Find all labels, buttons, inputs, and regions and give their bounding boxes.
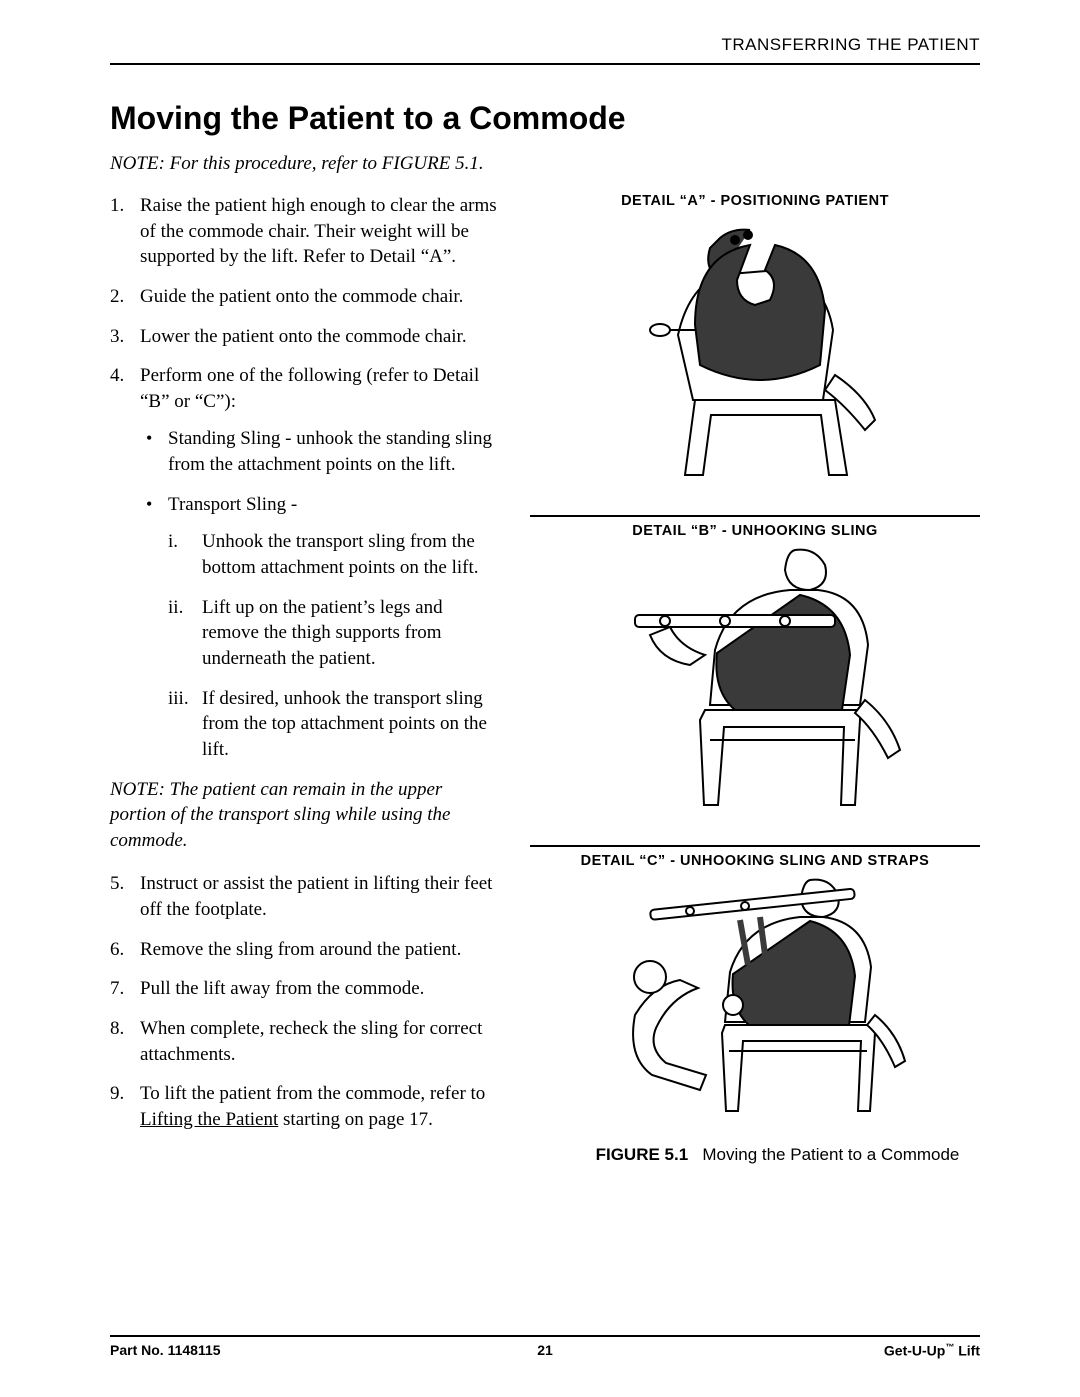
step-1: Raise the patient high enough to clear t… — [110, 193, 500, 270]
detail-b-block: DETAIL “B” - UNHOOKING SLING — [530, 515, 980, 835]
step-9-b: starting on page 17. — [278, 1109, 433, 1130]
detail-c-illustration-icon — [595, 875, 915, 1135]
detail-c-block: DETAIL “C” - UNHOOKING SLING AND STRAPS — [530, 845, 980, 1135]
figure-text: Moving the Patient to a Commode — [702, 1145, 959, 1164]
instructions-column: Raise the patient high enough to clear t… — [110, 193, 500, 1165]
page-header: TRANSFERRING THE PATIENT — [110, 35, 980, 65]
detail-c-label: DETAIL “C” - UNHOOKING SLING AND STRAPS — [530, 853, 980, 869]
transport-ii: Lift up on the patient’s legs and remove… — [168, 595, 500, 672]
note-top: NOTE: For this procedure, refer to FIGUR… — [110, 153, 980, 175]
step-4-text: Perform one of the following (refer to D… — [140, 365, 479, 412]
step-9-a: To lift the patient from the commode, re… — [140, 1083, 485, 1104]
footer-page-number: 21 — [110, 1342, 980, 1358]
figure-caption: FIGURE 5.1 Moving the Patient to a Commo… — [530, 1145, 980, 1165]
lifting-patient-link[interactable]: Lifting the Patient — [140, 1109, 278, 1130]
illustrations-column: DETAIL “A” - POSITIONING PATIENT DETAIL … — [530, 193, 980, 1165]
step-4-transport-label: Transport Sling - — [168, 494, 297, 515]
step-4-bullets: Standing Sling - unhook the standing sli… — [140, 426, 500, 762]
page-footer: Part No. 1148115 21 Get-U-Up™ Lift — [110, 1342, 980, 1359]
instruction-list-continued: Instruct or assist the patient in liftin… — [110, 871, 500, 1132]
detail-a-illustration-icon — [600, 215, 910, 505]
step-4: Perform one of the following (refer to D… — [110, 363, 500, 762]
note-mid: NOTE: The patient can remain in the uppe… — [110, 777, 500, 854]
step-7: Pull the lift away from the commode. — [110, 976, 500, 1002]
figure-number: FIGURE 5.1 — [596, 1145, 689, 1164]
step-4-transport: Transport Sling - Unhook the transport s… — [140, 492, 500, 763]
step-6: Remove the sling from around the patient… — [110, 937, 500, 963]
section-title: Moving the Patient to a Commode — [110, 100, 980, 137]
detail-a-block: DETAIL “A” - POSITIONING PATIENT — [530, 193, 980, 505]
detail-b-label: DETAIL “B” - UNHOOKING SLING — [530, 523, 980, 539]
step-8: When complete, recheck the sling for cor… — [110, 1016, 500, 1067]
transport-iii: If desired, unhook the transport sling f… — [168, 686, 500, 763]
detail-a-label: DETAIL “A” - POSITIONING PATIENT — [530, 193, 980, 209]
step-5: Instruct or assist the patient in liftin… — [110, 871, 500, 922]
step-9: To lift the patient from the commode, re… — [110, 1081, 500, 1132]
transport-sublist: Unhook the transport sling from the bott… — [168, 529, 500, 762]
footer-rule — [110, 1335, 980, 1337]
content-columns: Raise the patient high enough to clear t… — [110, 193, 980, 1165]
step-4-standing: Standing Sling - unhook the standing sli… — [140, 426, 500, 477]
step-2: Guide the patient onto the commode chair… — [110, 284, 500, 310]
step-3: Lower the patient onto the commode chair… — [110, 324, 500, 350]
detail-b-illustration-icon — [595, 545, 915, 835]
header-section: TRANSFERRING THE PATIENT — [721, 35, 980, 54]
transport-i: Unhook the transport sling from the bott… — [168, 529, 500, 580]
instruction-list: Raise the patient high enough to clear t… — [110, 193, 500, 763]
